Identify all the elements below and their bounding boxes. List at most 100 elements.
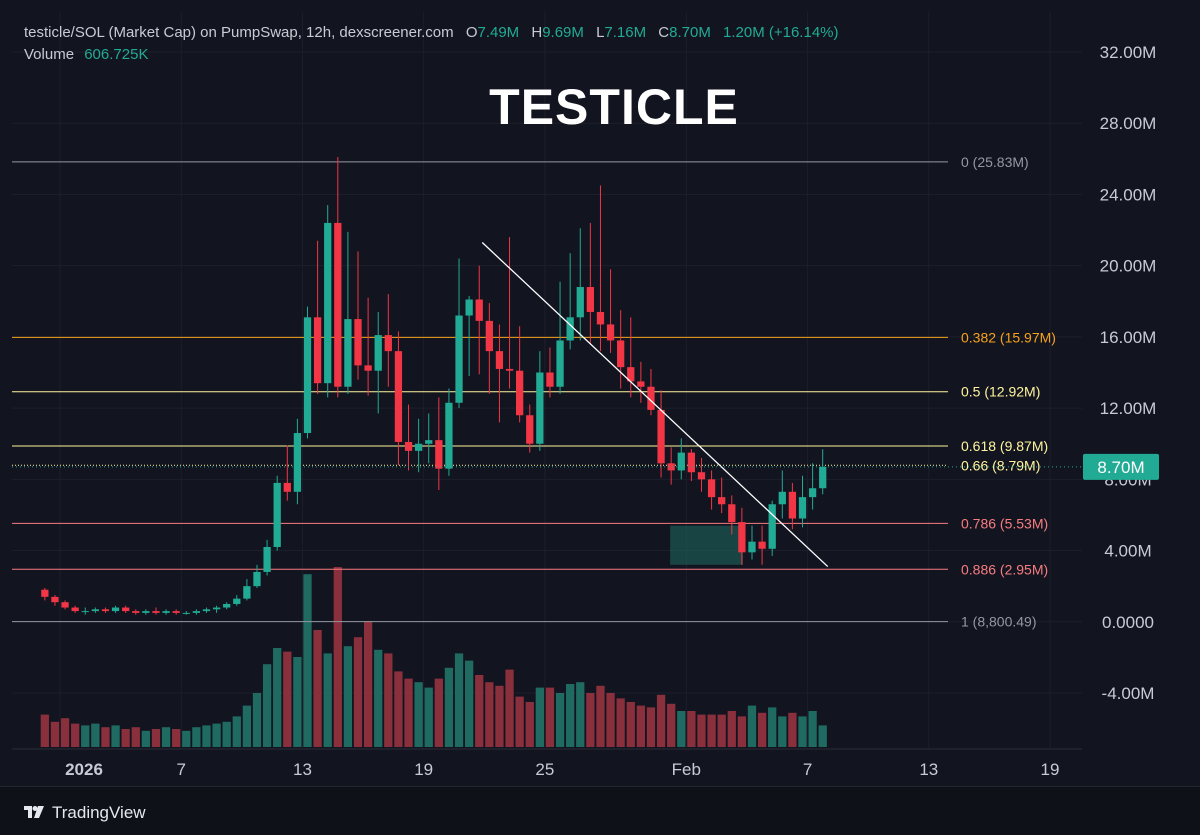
- candle: [495, 324, 504, 423]
- candle-body: [283, 482, 291, 492]
- volume-bar: [222, 721, 231, 747]
- y-tick-label: 16.00M: [1100, 328, 1157, 347]
- volume-bar: [182, 730, 191, 747]
- highlight-rectangle[interactable]: [670, 525, 743, 565]
- fib-label-0_618: 0.618 (9.87M): [961, 438, 1048, 454]
- candle: [364, 297, 372, 396]
- candle: [435, 397, 443, 491]
- fib-label-0_5: 0.5 (12.92M): [961, 384, 1040, 400]
- x-tick-label: 19: [1041, 760, 1060, 779]
- volume-bar: [667, 703, 676, 747]
- candle-body: [51, 596, 59, 603]
- volume-bar: [414, 682, 423, 747]
- x-axis[interactable]: 2026 7 13 19 25 Feb 7 13 19: [65, 760, 1059, 779]
- y-axis[interactable]: 32.00M28.00M24.00M20.00M16.00M12.00M8.00…: [1100, 43, 1157, 703]
- volume-bar: [515, 696, 524, 747]
- candle: [566, 253, 574, 350]
- candle: [344, 231, 352, 394]
- candle-body: [334, 222, 342, 387]
- y-tick-label: 0.0000: [1102, 613, 1154, 632]
- candle-body: [344, 319, 352, 387]
- volume-bar: [151, 729, 161, 747]
- candle: [71, 605, 79, 613]
- candle-body: [526, 415, 534, 444]
- volume-bar: [808, 711, 817, 747]
- trendline[interactable]: [12, 242, 1082, 568]
- candle-body: [233, 598, 241, 604]
- volume-bar: [788, 712, 797, 747]
- volume-bar: [212, 723, 221, 747]
- candle: [394, 331, 403, 466]
- volume-bar: [404, 678, 413, 747]
- y-tick-label: 32.00M: [1100, 43, 1157, 62]
- candle: [324, 205, 332, 398]
- candle-body: [687, 452, 696, 473]
- candle-body: [728, 504, 736, 523]
- candle-body: [485, 320, 493, 352]
- volume-bar: [71, 723, 80, 747]
- fib-label-1: 1 (8,800.49): [961, 614, 1037, 630]
- volume-bar: [172, 729, 181, 747]
- candle: [101, 607, 110, 613]
- x-tick-label: 25: [535, 760, 554, 779]
- volume-bar: [495, 685, 504, 747]
- candle: [91, 607, 99, 613]
- volume-bar: [242, 705, 252, 747]
- candle-body: [768, 504, 776, 549]
- y-tick-label: 12.00M: [1100, 399, 1157, 418]
- volume-bar: [394, 671, 403, 747]
- fib-label-0_382: 0.382 (15.97M): [961, 329, 1056, 345]
- candle: [738, 507, 746, 565]
- candle: [748, 525, 756, 560]
- volume-bar: [505, 669, 514, 747]
- candle: [233, 595, 241, 606]
- candle: [768, 500, 776, 556]
- y-tick-label: -4.00M: [1102, 684, 1155, 703]
- fibonacci-retracement[interactable]: 0 (25.83M) 0.382 (15.97M) 0.5 (12.92M) 0.61…: [12, 154, 1056, 630]
- volume-bar: [555, 693, 565, 747]
- x-tick-label: 19: [414, 760, 433, 779]
- candle: [596, 185, 605, 352]
- volume-bar: [444, 667, 454, 747]
- y-tick-label: 28.00M: [1100, 114, 1157, 133]
- candle-body: [172, 611, 180, 613]
- y-tick-label: 20.00M: [1100, 257, 1157, 276]
- candle-body: [71, 607, 79, 612]
- candle-body: [475, 299, 483, 321]
- volume-bar: [586, 693, 595, 747]
- volume-bar: [40, 714, 49, 747]
- volume-bar: [687, 711, 696, 747]
- candle-body: [566, 317, 574, 341]
- candle: [667, 447, 675, 485]
- x-tick-label: Feb: [672, 760, 701, 779]
- trendline-segment[interactable]: [481, 242, 829, 568]
- ohlc-close: C8.70M: [658, 24, 711, 41]
- candle: [637, 361, 645, 403]
- tradingview-brand[interactable]: TradingView: [24, 803, 146, 823]
- candle: [253, 564, 261, 588]
- volume-bar: [333, 567, 342, 747]
- volume-bar: [121, 729, 130, 747]
- candle: [819, 449, 827, 495]
- candle: [111, 605, 120, 613]
- candle-body: [738, 522, 746, 553]
- candle: [627, 317, 635, 398]
- highlight-box[interactable]: [670, 525, 743, 565]
- volume-bar: [747, 705, 757, 747]
- candle-body: [617, 340, 625, 368]
- candle: [243, 579, 251, 601]
- candle: [263, 539, 271, 576]
- candle: [132, 609, 140, 615]
- y-tick-label: 4.00M: [1104, 542, 1151, 561]
- candle-body: [637, 381, 645, 387]
- candle: [516, 326, 524, 423]
- volume-bar: [677, 711, 686, 747]
- candle-body: [425, 440, 433, 444]
- fib-label-0_66: 0.66 (8.79M): [961, 457, 1040, 473]
- candle: [798, 475, 807, 528]
- candle: [465, 295, 473, 377]
- candle: [455, 258, 463, 409]
- candle-body: [707, 479, 716, 498]
- candle: [707, 470, 716, 510]
